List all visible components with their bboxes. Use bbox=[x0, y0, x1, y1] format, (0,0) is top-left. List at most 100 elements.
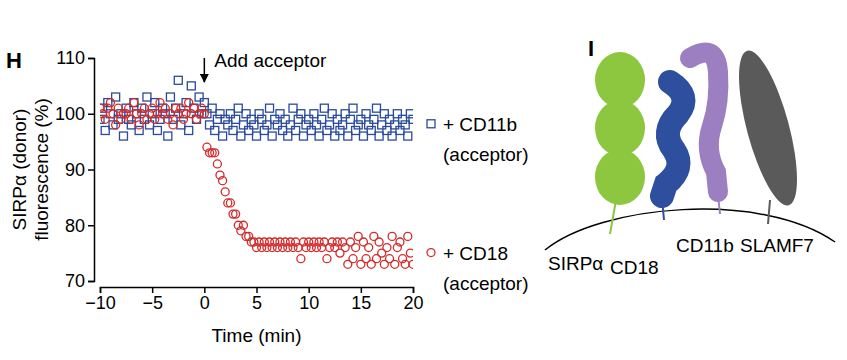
x-axis: −10−505101520 bbox=[85, 287, 423, 313]
data-point bbox=[383, 126, 391, 134]
y-tick: 100 bbox=[55, 104, 94, 124]
data-point bbox=[232, 115, 240, 123]
data-point bbox=[375, 132, 383, 140]
y-tick-label: 70 bbox=[65, 271, 85, 291]
data-point bbox=[166, 93, 174, 101]
x-axis-title: Time (min) bbox=[211, 325, 301, 346]
data-point bbox=[268, 132, 276, 140]
data-point bbox=[226, 199, 234, 207]
protein-cd18 bbox=[662, 82, 683, 196]
data-point bbox=[221, 115, 229, 123]
data-point bbox=[206, 121, 214, 129]
data-point bbox=[297, 255, 305, 263]
y-axis-title: SIRPα (donor)fluorescence (%) bbox=[9, 98, 52, 241]
data-point bbox=[312, 121, 320, 129]
data-point bbox=[404, 132, 412, 140]
data-point bbox=[375, 238, 383, 246]
data-point bbox=[245, 126, 253, 134]
data-point bbox=[281, 115, 289, 123]
data-point bbox=[219, 177, 227, 185]
y-axis: 70 80 90 100 110 bbox=[55, 48, 95, 291]
panel-label: H bbox=[6, 48, 22, 73]
x-tick-label: −10 bbox=[85, 293, 116, 313]
y-tick: 70 bbox=[65, 271, 94, 291]
data-point bbox=[276, 110, 284, 118]
data-point bbox=[289, 104, 297, 112]
data-point bbox=[326, 121, 334, 129]
y-tick-label: 100 bbox=[55, 104, 85, 124]
y-tick-mark bbox=[88, 114, 94, 116]
protein-stalk bbox=[768, 200, 770, 224]
panel-label: I bbox=[588, 36, 594, 61]
data-point bbox=[119, 132, 127, 140]
data-point bbox=[130, 99, 138, 107]
annotation-text: Add acceptor bbox=[214, 50, 327, 71]
x-tick-label: 15 bbox=[351, 293, 371, 313]
data-point bbox=[153, 126, 161, 134]
protein-label: SIRPα bbox=[548, 253, 603, 274]
data-point bbox=[365, 244, 373, 252]
protein-cd11b bbox=[690, 52, 718, 192]
data-point bbox=[219, 132, 227, 140]
x-tick: 5 bbox=[252, 287, 262, 313]
data-point bbox=[323, 255, 331, 263]
data-point bbox=[213, 115, 221, 123]
data-point bbox=[237, 132, 245, 140]
data-point bbox=[208, 104, 216, 112]
data-point bbox=[271, 115, 279, 123]
data-point bbox=[253, 132, 261, 140]
data-point bbox=[213, 160, 221, 168]
data-point bbox=[372, 104, 380, 112]
data-point bbox=[362, 110, 370, 118]
y-tick-label: 90 bbox=[65, 160, 85, 180]
y-tick-mark bbox=[88, 58, 94, 60]
data-point bbox=[349, 104, 357, 112]
data-point bbox=[370, 115, 378, 123]
data-point bbox=[409, 260, 413, 268]
x-tick: 0 bbox=[200, 287, 210, 313]
data-point bbox=[106, 99, 114, 107]
data-point bbox=[305, 115, 313, 123]
data-point bbox=[318, 115, 326, 123]
data-point bbox=[294, 115, 302, 123]
data-point bbox=[263, 121, 271, 129]
x-tick-label: 5 bbox=[252, 293, 262, 313]
y-tick: 80 bbox=[65, 216, 94, 236]
data-point bbox=[232, 210, 240, 218]
data-point bbox=[185, 126, 193, 134]
y-tick: 110 bbox=[56, 48, 94, 68]
data-point bbox=[299, 132, 307, 140]
x-tick-label: 0 bbox=[200, 293, 210, 313]
series-0 bbox=[100, 76, 413, 140]
data-point bbox=[367, 126, 375, 134]
data-point bbox=[349, 255, 357, 263]
data-point bbox=[279, 126, 287, 134]
data-point bbox=[310, 110, 318, 118]
x-tick-label: 10 bbox=[299, 293, 319, 313]
data-point bbox=[284, 132, 292, 140]
protein-label: CD18 bbox=[610, 257, 659, 278]
legend-label: + CD18(acceptor) bbox=[443, 243, 529, 294]
data-point bbox=[336, 126, 344, 134]
data-point bbox=[302, 121, 310, 129]
legend-marker bbox=[427, 120, 435, 128]
data-point bbox=[344, 132, 352, 140]
data-point bbox=[143, 93, 151, 101]
y-tick: 90 bbox=[65, 160, 94, 180]
figure: H−10−505101520708090100110Time (min)SIRP… bbox=[0, 0, 847, 360]
y-tick-mark bbox=[88, 225, 94, 227]
data-point bbox=[391, 121, 399, 129]
data-point bbox=[341, 110, 349, 118]
data-point bbox=[331, 132, 339, 140]
data-point bbox=[101, 115, 109, 123]
data-point bbox=[357, 115, 365, 123]
data-point bbox=[320, 104, 328, 112]
data-point bbox=[211, 149, 219, 157]
data-point bbox=[346, 115, 354, 123]
data-point bbox=[352, 244, 360, 252]
data-point bbox=[383, 244, 391, 252]
data-point bbox=[315, 132, 323, 140]
protein-sirpa-domain bbox=[595, 149, 645, 205]
data-point bbox=[273, 121, 281, 129]
data-point bbox=[286, 121, 294, 129]
